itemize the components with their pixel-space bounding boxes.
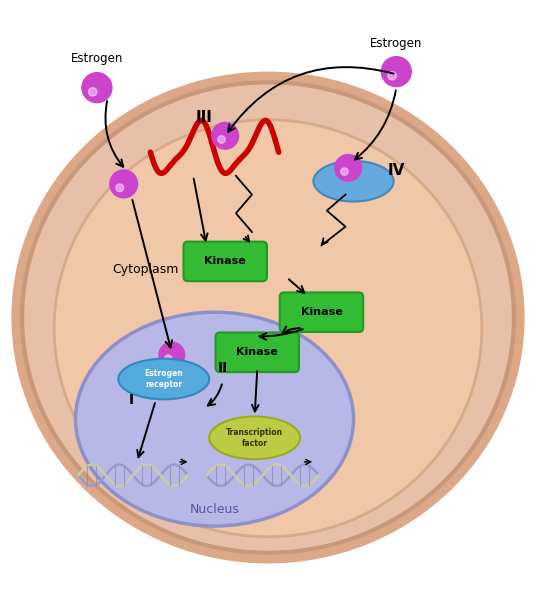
Text: Estrogen: Estrogen [71, 52, 123, 65]
Circle shape [218, 136, 225, 144]
FancyBboxPatch shape [280, 292, 363, 332]
Text: Transcription
factor: Transcription factor [226, 428, 283, 447]
Text: II: II [218, 361, 228, 375]
Text: Kinase: Kinase [236, 347, 278, 358]
FancyBboxPatch shape [183, 242, 267, 281]
Text: Estrogen: Estrogen [370, 37, 422, 50]
Circle shape [159, 342, 184, 368]
Text: Nucleus: Nucleus [190, 504, 240, 517]
Circle shape [116, 184, 124, 192]
Text: Cytoplasm: Cytoplasm [112, 263, 178, 276]
Ellipse shape [76, 312, 354, 526]
Text: Estrogen
receptor: Estrogen receptor [144, 369, 183, 389]
Text: III: III [196, 110, 212, 125]
Ellipse shape [54, 120, 482, 537]
Text: IV: IV [388, 163, 405, 178]
Circle shape [388, 72, 396, 80]
Ellipse shape [22, 82, 514, 553]
Circle shape [335, 154, 362, 182]
Circle shape [110, 170, 138, 198]
Ellipse shape [209, 417, 300, 459]
Ellipse shape [314, 161, 393, 201]
Circle shape [341, 168, 348, 175]
Text: Kinase: Kinase [301, 307, 343, 317]
Ellipse shape [11, 72, 525, 563]
Circle shape [381, 57, 411, 87]
Circle shape [82, 73, 112, 103]
Ellipse shape [118, 359, 209, 399]
Text: I: I [129, 393, 134, 408]
Circle shape [212, 122, 239, 149]
FancyBboxPatch shape [215, 332, 299, 372]
Circle shape [165, 355, 172, 362]
Text: Kinase: Kinase [204, 256, 246, 267]
Circle shape [88, 87, 97, 96]
